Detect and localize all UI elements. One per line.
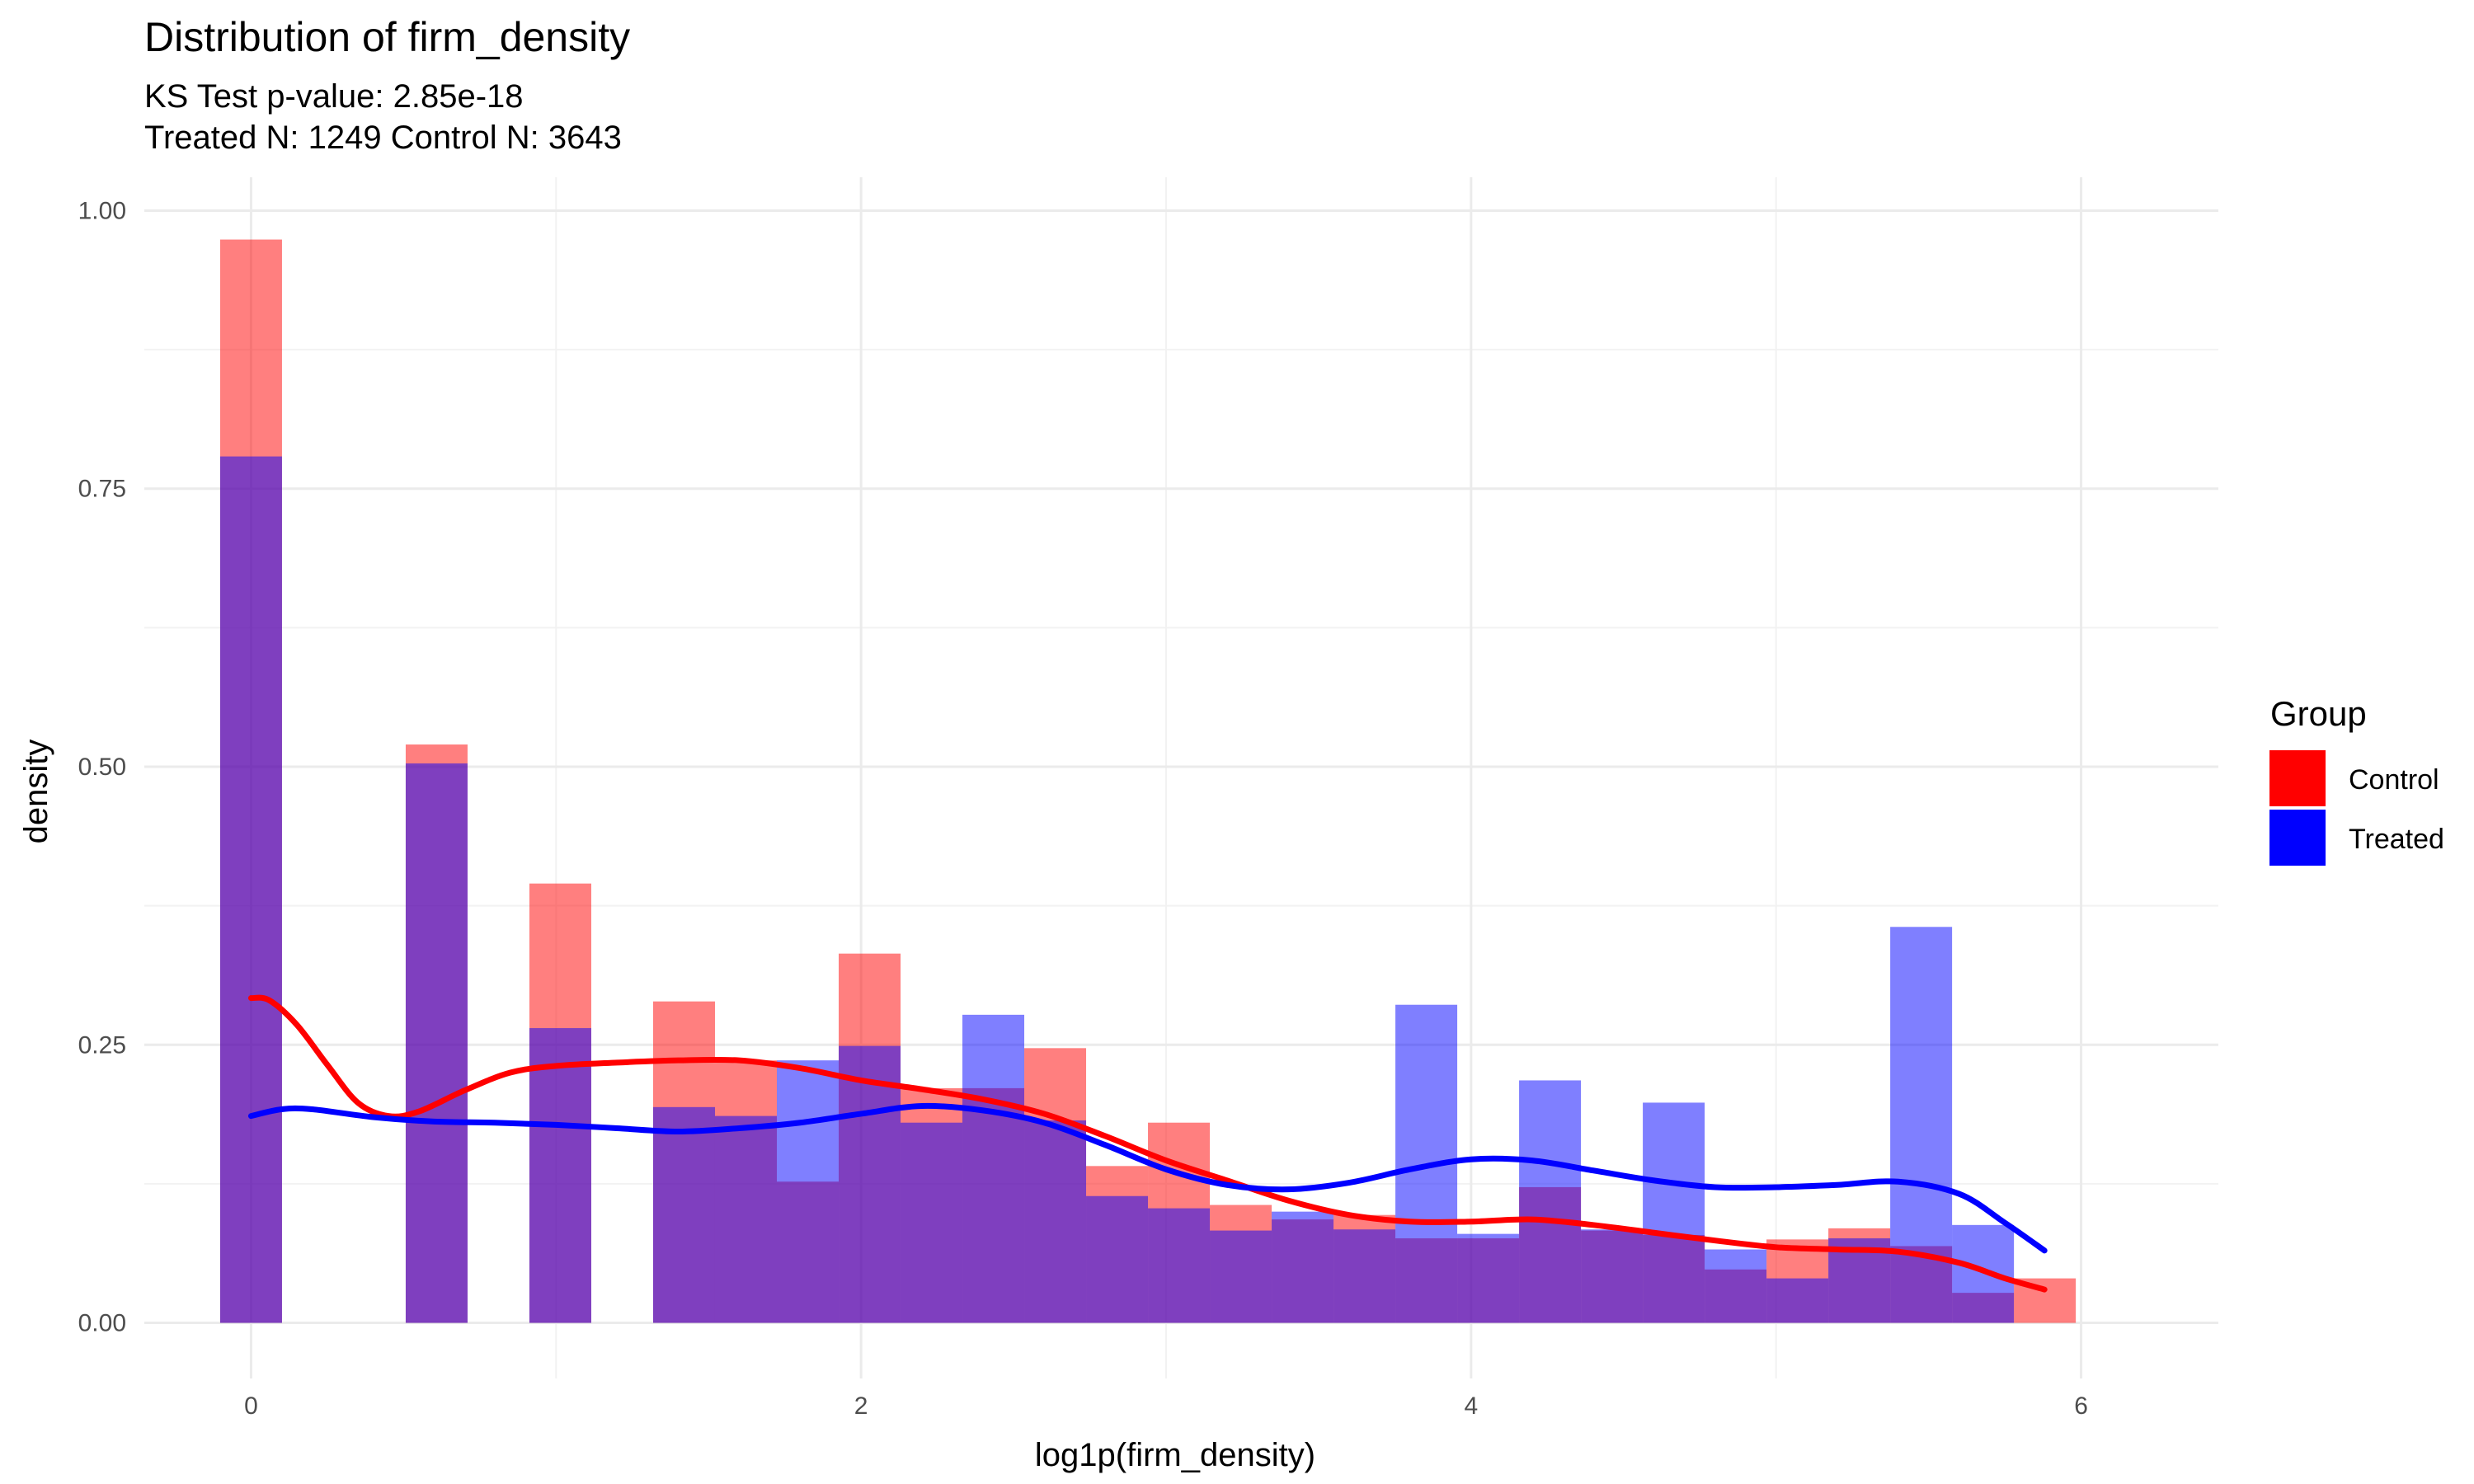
legend-key-treated [2269,810,2326,866]
x-tick-label: 0 [244,1392,258,1420]
treated-bars [219,456,2015,1323]
bar-treated [529,1028,591,1323]
bar-treated [1952,1224,2015,1323]
bar-treated [962,1014,1025,1323]
y-tick-label: 0.25 [78,1031,126,1059]
chart-title: Distribution of firm_density [144,14,630,60]
y-tick-label: 0.00 [78,1310,126,1337]
bar-treated [1766,1278,1829,1323]
x-tick-label: 6 [2074,1392,2088,1420]
y-tick-label: 0.50 [78,754,126,781]
density-curve-control [247,994,2048,1293]
bar-treated [1148,1208,1211,1323]
chart-subtitle-line-2: Treated N: 1249 Control N: 3643 [144,120,622,156]
bar-treated [1890,927,1953,1323]
bar-treated [1643,1102,1705,1323]
bar-treated [1086,1195,1149,1323]
y-tick-labels: 0.00 0.25 0.50 0.75 1.00 [78,197,126,1336]
x-tick-labels: 0 2 4 6 [244,1392,2088,1420]
legend-label-control: Control [2349,764,2439,796]
bar-treated [1272,1211,1334,1323]
bar-treated [839,1045,901,1323]
y-axis-title: density [18,740,54,844]
density-curves [247,994,2048,1293]
bar-treated [405,763,468,1323]
bar-treated [777,1060,840,1323]
bar-treated [1210,1230,1272,1323]
legend-title: Group [2270,694,2367,733]
y-tick-label: 1.00 [78,197,126,224]
bar-treated [714,1115,778,1323]
bar-treated [652,1106,715,1323]
bar-treated [1024,1120,1087,1323]
bar-treated [1333,1229,1396,1323]
chart-subtitle-line-1: KS Test p-value: 2.85e-18 [144,78,524,115]
bar-treated [1457,1233,1520,1323]
x-tick-label: 2 [854,1392,868,1420]
y-tick-label: 0.75 [78,476,126,503]
density-curve-treated [247,1102,2048,1254]
bar-treated [1519,1080,1582,1323]
bar-treated [1581,1229,1644,1323]
bar-treated [901,1122,963,1323]
bar-treated [219,456,282,1323]
legend: Group Control Treated [2269,694,2444,866]
bar-treated [1705,1249,1767,1323]
legend-key-control [2269,750,2326,806]
x-axis-title: log1p(firm_density) [1035,1437,1315,1473]
legend-label-treated: Treated [2349,824,2444,855]
x-tick-label: 4 [1465,1392,1479,1420]
